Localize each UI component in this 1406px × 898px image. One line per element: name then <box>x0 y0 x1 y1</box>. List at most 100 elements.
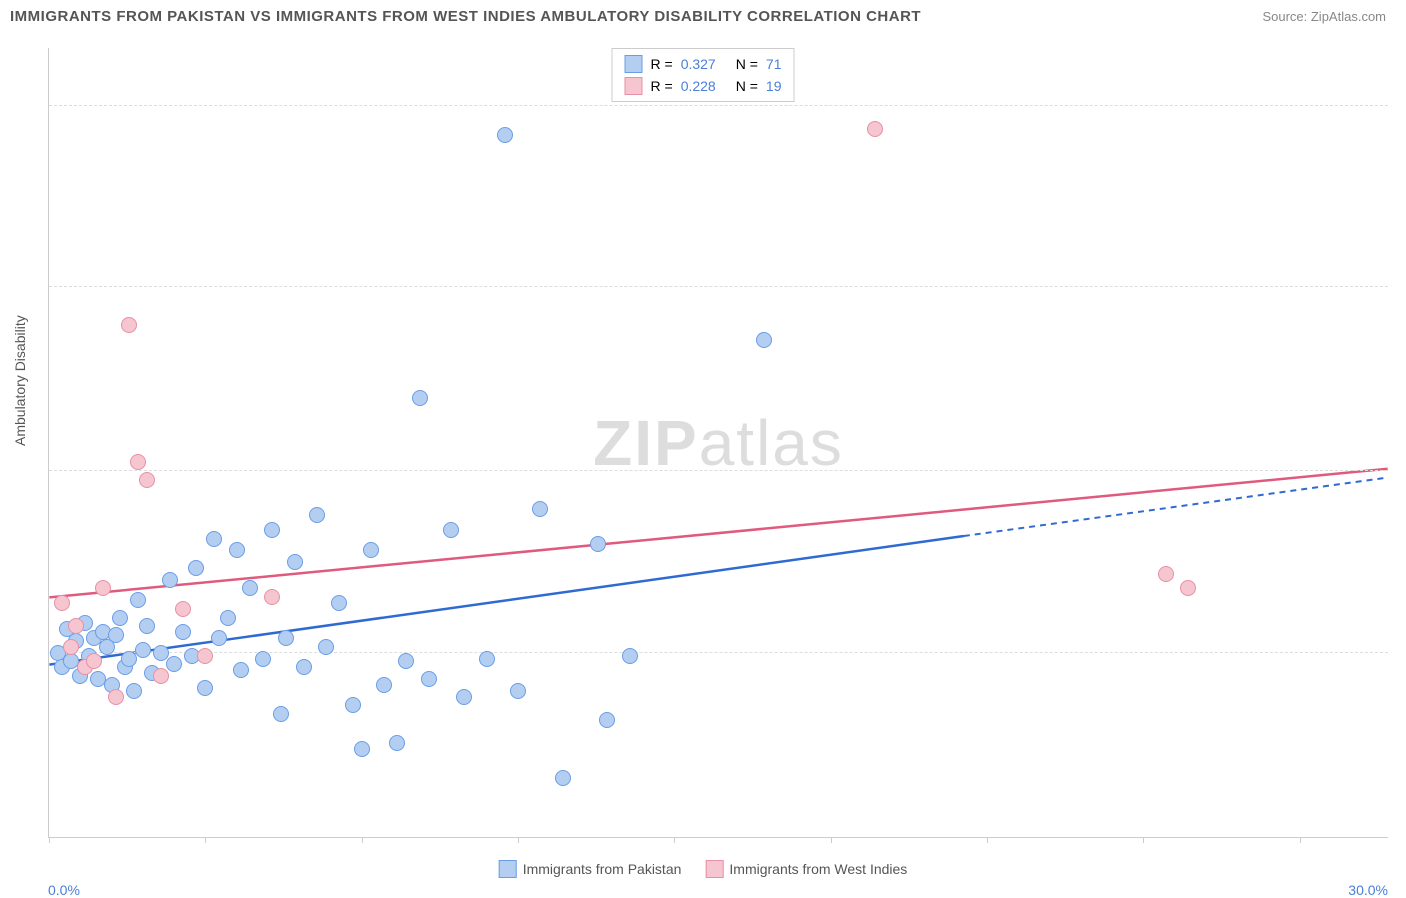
scatter-point <box>555 770 571 786</box>
scatter-point <box>363 542 379 558</box>
scatter-point <box>443 522 459 538</box>
scatter-point <box>376 677 392 693</box>
scatter-point <box>354 741 370 757</box>
scatter-point <box>162 572 178 588</box>
n-value-0: 71 <box>766 56 782 72</box>
scatter-point <box>153 645 169 661</box>
scatter-point <box>309 507 325 523</box>
scatter-point <box>331 595 347 611</box>
legend-stats-row-0: R = 0.327 N = 71 <box>625 53 782 75</box>
scatter-point <box>318 639 334 655</box>
scatter-point <box>130 454 146 470</box>
scatter-point <box>126 683 142 699</box>
scatter-point <box>175 601 191 617</box>
scatter-point <box>389 735 405 751</box>
legend-series-swatch-0 <box>499 860 517 878</box>
scatter-point <box>188 560 204 576</box>
scatter-point <box>421 671 437 687</box>
scatter-point <box>287 554 303 570</box>
scatter-point <box>599 712 615 728</box>
scatter-point <box>86 653 102 669</box>
legend-stats-row-1: R = 0.228 N = 19 <box>625 75 782 97</box>
scatter-point <box>197 648 213 664</box>
source-label: Source: ZipAtlas.com <box>1262 9 1386 24</box>
scatter-point <box>242 580 258 596</box>
chart-title: IMMIGRANTS FROM PAKISTAN VS IMMIGRANTS F… <box>10 8 921 25</box>
scatter-point <box>255 651 271 667</box>
trend-lines-svg <box>49 48 1388 837</box>
n-value-1: 19 <box>766 78 782 94</box>
x-tick <box>1300 837 1301 843</box>
trend-line-dashed <box>964 478 1388 536</box>
scatter-point <box>867 121 883 137</box>
scatter-point <box>590 536 606 552</box>
watermark: ZIPatlas <box>593 406 844 480</box>
gridline <box>49 105 1388 106</box>
scatter-point <box>166 656 182 672</box>
scatter-point <box>197 680 213 696</box>
scatter-point <box>220 610 236 626</box>
scatter-point <box>153 668 169 684</box>
scatter-point <box>264 589 280 605</box>
scatter-point <box>229 542 245 558</box>
scatter-point <box>412 390 428 406</box>
scatter-point <box>112 610 128 626</box>
legend-stats: R = 0.327 N = 71 R = 0.228 N = 19 <box>612 48 795 102</box>
scatter-point <box>296 659 312 675</box>
r-label-1: R = <box>651 78 673 94</box>
legend-series-label-0: Immigrants from Pakistan <box>523 861 682 877</box>
scatter-point <box>398 653 414 669</box>
legend-series-label-1: Immigrants from West Indies <box>729 861 907 877</box>
scatter-point <box>1158 566 1174 582</box>
legend-swatch-0 <box>625 55 643 73</box>
title-bar: IMMIGRANTS FROM PAKISTAN VS IMMIGRANTS F… <box>0 0 1406 33</box>
scatter-point <box>135 642 151 658</box>
scatter-point <box>532 501 548 517</box>
gridline <box>49 470 1388 471</box>
x-tick <box>1143 837 1144 843</box>
watermark-light: atlas <box>699 407 844 479</box>
scatter-point <box>54 595 70 611</box>
scatter-point <box>108 689 124 705</box>
scatter-point <box>510 683 526 699</box>
x-min-label: 0.0% <box>48 882 80 898</box>
scatter-point <box>108 627 124 643</box>
legend-series: Immigrants from Pakistan Immigrants from… <box>499 860 908 878</box>
scatter-point <box>211 630 227 646</box>
x-max-label: 30.0% <box>1348 882 1388 898</box>
x-tick <box>518 837 519 843</box>
scatter-point <box>121 317 137 333</box>
scatter-point <box>456 689 472 705</box>
scatter-point <box>233 662 249 678</box>
scatter-point <box>206 531 222 547</box>
scatter-point <box>139 472 155 488</box>
scatter-point <box>479 651 495 667</box>
r-value-0: 0.327 <box>681 56 716 72</box>
x-tick <box>362 837 363 843</box>
gridline <box>49 652 1388 653</box>
scatter-point <box>278 630 294 646</box>
scatter-point <box>497 127 513 143</box>
gridline <box>49 286 1388 287</box>
legend-series-item-1: Immigrants from West Indies <box>705 860 907 878</box>
trend-line <box>49 469 1387 598</box>
scatter-point <box>95 580 111 596</box>
x-tick <box>831 837 832 843</box>
y-axis-title: Ambulatory Disability <box>12 315 28 446</box>
trend-line <box>49 536 964 665</box>
scatter-point <box>345 697 361 713</box>
scatter-point <box>175 624 191 640</box>
scatter-point <box>68 618 84 634</box>
r-label-0: R = <box>651 56 673 72</box>
chart-plot-area: ZIPatlas 6.3%12.5%18.8%25.0% <box>48 48 1388 838</box>
scatter-point <box>1180 580 1196 596</box>
scatter-point <box>622 648 638 664</box>
scatter-point <box>139 618 155 634</box>
scatter-point <box>63 639 79 655</box>
r-value-1: 0.228 <box>681 78 716 94</box>
legend-swatch-1 <box>625 77 643 95</box>
watermark-bold: ZIP <box>593 407 699 479</box>
scatter-point <box>130 592 146 608</box>
legend-series-item-0: Immigrants from Pakistan <box>499 860 682 878</box>
x-tick <box>987 837 988 843</box>
